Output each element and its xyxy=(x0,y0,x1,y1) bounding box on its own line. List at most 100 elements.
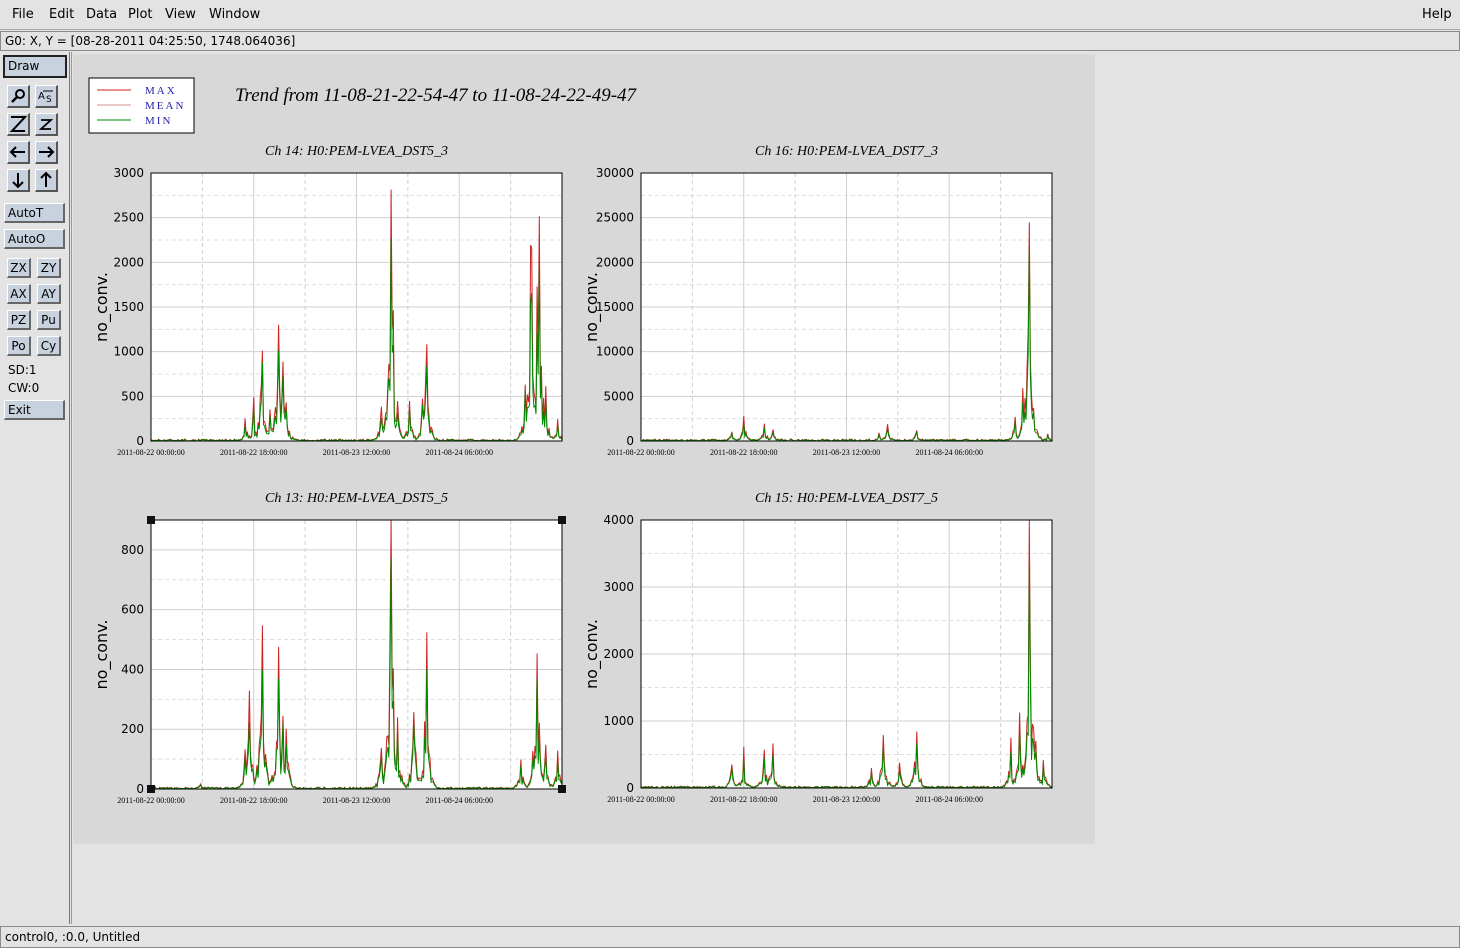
y-tick-label: 2500 xyxy=(113,211,144,225)
ay-button[interactable]: AY xyxy=(37,284,61,304)
y-tick-label: 500 xyxy=(121,389,144,403)
zy-button[interactable]: ZY xyxy=(37,258,61,278)
legend-label-max: MAX xyxy=(145,85,177,97)
zoom-out-button[interactable] xyxy=(35,113,58,136)
legend-label-mean: MEAN xyxy=(145,100,185,112)
chart-panel-3: 0 200 400 600 800 2011-08-22 00:00:00 2011-08-… xyxy=(92,491,566,805)
y-tick-label: 3000 xyxy=(113,166,144,180)
zoom-out-icon xyxy=(39,119,53,130)
y-tick-label: 3000 xyxy=(603,580,634,594)
y-tick-label: 0 xyxy=(626,434,634,448)
chart-title: Ch 13: H0:PEM-LVEA_DST5_5 xyxy=(265,491,448,506)
pz-button[interactable]: PZ xyxy=(7,310,31,330)
menu-data[interactable]: Data xyxy=(86,7,118,22)
zx-button[interactable]: ZX xyxy=(7,258,31,278)
pu-button[interactable]: Pu xyxy=(37,310,61,330)
menu-bar: File Edit Data Plot View Window Help xyxy=(0,0,1460,30)
ax-button[interactable]: AX xyxy=(7,284,31,304)
chart-title: Ch 16: H0:PEM-LVEA_DST7_3 xyxy=(755,144,938,159)
selection-handle xyxy=(147,785,155,793)
x-tick-label: 2011-08-22 18:00:00 xyxy=(220,796,287,805)
pan-up-button[interactable] xyxy=(35,169,58,192)
chart-panel-4: 0 1000 2000 3000 4000 2011-08-22 00:00:00 2011… xyxy=(582,491,1053,804)
plot-canvas[interactable]: MAX MEAN MIN Trend from 11-08-21-22-54-4… xyxy=(73,54,1095,844)
toolbar-divider xyxy=(71,52,72,924)
pan-right-icon xyxy=(39,146,55,158)
y-tick-label: 15000 xyxy=(596,300,634,314)
x-tick-label: 2011-08-22 18:00:00 xyxy=(710,448,777,457)
menu-help[interactable]: Help xyxy=(1422,7,1452,22)
y-axis-label: no_conv. xyxy=(582,619,602,689)
chart-panel-1: 0 500 1000 1500 2000 2500 3000 2011-08-22 00:00… xyxy=(92,144,563,457)
pan-down-button[interactable] xyxy=(7,169,30,192)
x-tick-label: 2011-08-23 12:00:00 xyxy=(813,795,880,804)
series-min-line xyxy=(640,249,1053,442)
y-tick-label: 10000 xyxy=(596,345,634,359)
y-axis-label: no_conv. xyxy=(92,272,112,342)
svg-text:S: S xyxy=(46,95,52,104)
draw-button[interactable]: Draw xyxy=(3,55,67,78)
x-tick-label: 2011-08-23 12:00:00 xyxy=(323,448,390,457)
menu-view[interactable]: View xyxy=(165,7,196,22)
y-tick-label: 200 xyxy=(121,722,144,736)
plot-frame xyxy=(640,519,1053,789)
cy-button[interactable]: Cy xyxy=(37,336,61,356)
legend-label-min: MIN xyxy=(145,115,172,127)
x-tick-label: 2011-08-22 18:00:00 xyxy=(220,448,287,457)
pan-left-icon xyxy=(9,146,25,158)
pan-right-button[interactable] xyxy=(35,141,58,164)
plot-frame xyxy=(150,172,563,442)
x-tick-label: 2011-08-23 12:00:00 xyxy=(323,796,390,805)
x-tick-label: 2011-08-23 12:00:00 xyxy=(813,448,880,457)
chart-panel-2: 0 5000 10000 15000 20000 25000 30000 2011-08-22… xyxy=(582,144,1053,457)
pan-left-button[interactable] xyxy=(7,141,30,164)
plot-title: Trend from 11-08-21-22-54-47 to 11-08-24… xyxy=(235,85,638,106)
y-tick-label: 0 xyxy=(626,781,634,795)
y-tick-label: 2000 xyxy=(113,255,144,269)
selection-handle xyxy=(147,516,155,524)
plot-frame xyxy=(150,519,563,790)
plot-svg[interactable]: MAX MEAN MIN Trend from 11-08-21-22-54-4… xyxy=(73,54,1095,844)
y-tick-label: 0 xyxy=(136,434,144,448)
menu-edit[interactable]: Edit xyxy=(49,7,75,22)
selection-handle xyxy=(558,785,566,793)
zoom-in-button[interactable] xyxy=(7,113,30,136)
autot-button[interactable]: AutoT xyxy=(4,203,65,223)
y-tick-label: 1000 xyxy=(113,345,144,359)
y-tick-label: 2000 xyxy=(603,647,634,661)
x-tick-label: 2011-08-22 00:00:00 xyxy=(117,448,184,457)
x-tick-label: 2011-08-24 06:00:00 xyxy=(916,795,983,804)
x-tick-label: 2011-08-22 00:00:00 xyxy=(117,796,184,805)
pan-down-icon xyxy=(12,173,24,189)
autoo-button[interactable]: AutoO xyxy=(4,229,65,249)
x-tick-label: 2011-08-22 18:00:00 xyxy=(710,795,777,804)
x-tick-label: 2011-08-24 06:00:00 xyxy=(426,448,493,457)
sd-label: SD:1 xyxy=(8,363,37,377)
chart-title: Ch 15: H0:PEM-LVEA_DST7_5 xyxy=(755,491,938,506)
menu-window[interactable]: Window xyxy=(209,7,261,22)
menu-plot[interactable]: Plot xyxy=(128,7,153,22)
y-tick-label: 800 xyxy=(121,543,144,557)
y-tick-label: 20000 xyxy=(596,255,634,269)
coordinate-readout-bar: G0: X, Y = [08-28-2011 04:25:50, 1748.06… xyxy=(0,31,1460,51)
y-tick-label: 1000 xyxy=(603,714,634,728)
x-tick-label: 2011-08-22 00:00:00 xyxy=(607,795,674,804)
po-button[interactable]: Po xyxy=(7,336,31,356)
exit-button[interactable]: Exit xyxy=(4,400,65,420)
x-tick-label: 2011-08-24 06:00:00 xyxy=(916,448,983,457)
y-tick-label: 25000 xyxy=(596,211,634,225)
chart-title: Ch 14: H0:PEM-LVEA_DST5_3 xyxy=(265,144,448,159)
pan-up-icon xyxy=(40,171,52,187)
status-bar: control0, :0.0, Untitled xyxy=(0,926,1460,948)
cw-label: CW:0 xyxy=(8,381,40,395)
legend-box xyxy=(88,77,195,134)
y-axis-label: no_conv. xyxy=(92,620,112,690)
y-tick-label: 1500 xyxy=(113,300,144,314)
y-axis-label: no_conv. xyxy=(582,272,602,342)
zoom-tool-button[interactable] xyxy=(7,85,30,108)
coordinate-readout: G0: X, Y = [08-28-2011 04:25:50, 1748.06… xyxy=(5,34,296,48)
menu-file[interactable]: File xyxy=(12,7,34,22)
